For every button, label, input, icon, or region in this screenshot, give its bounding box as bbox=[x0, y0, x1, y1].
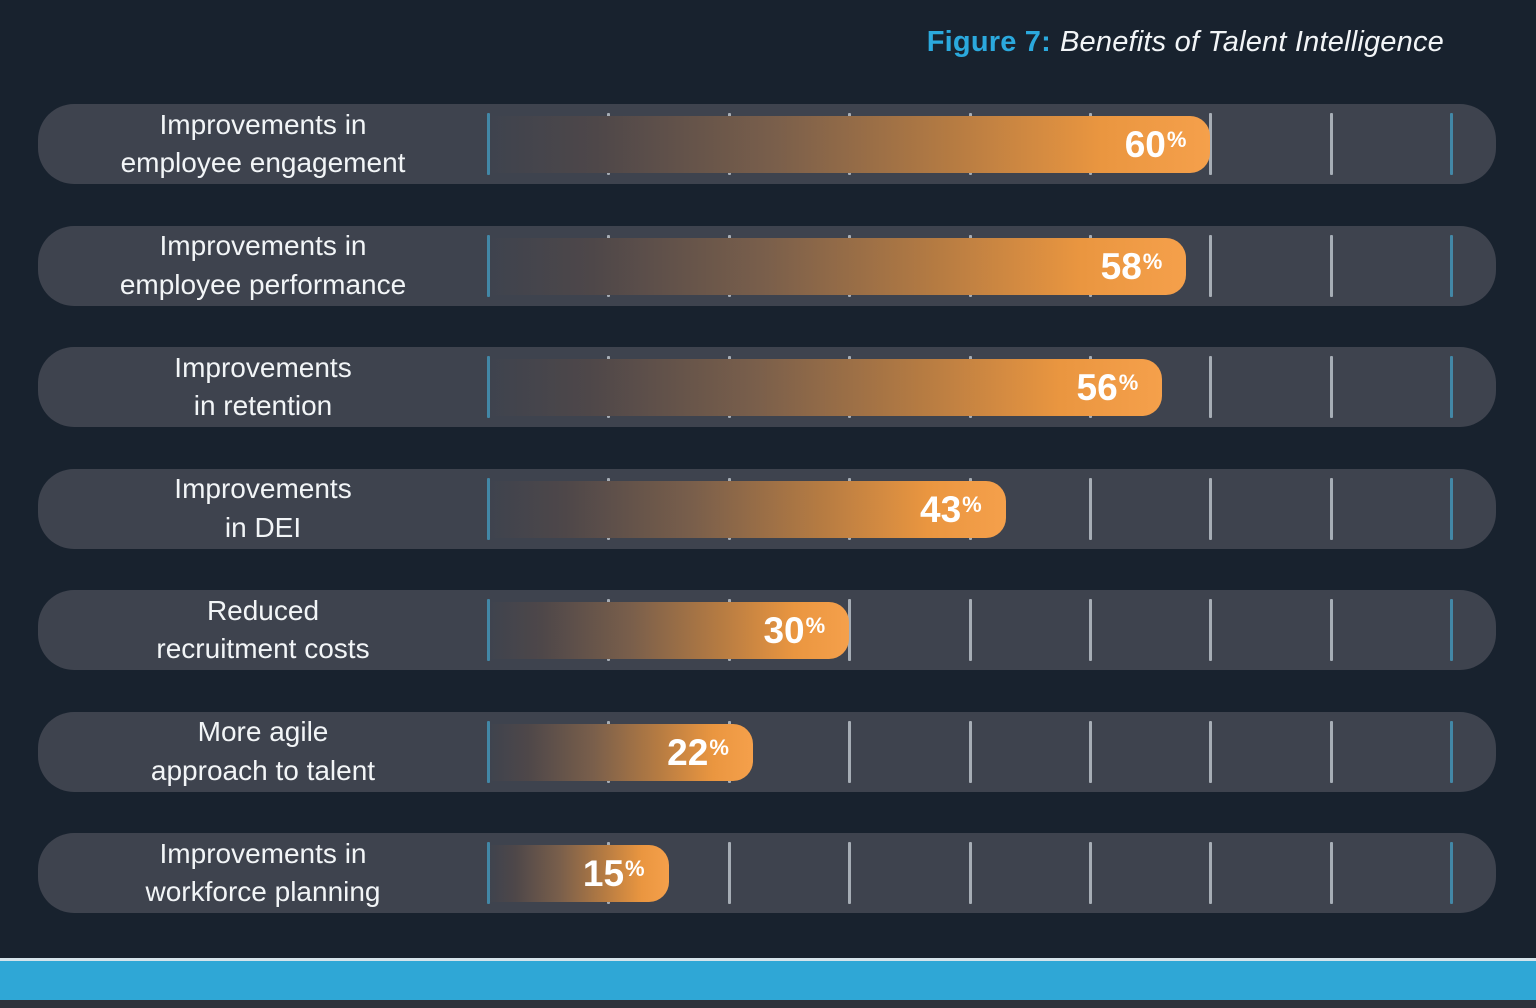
value-number: 22 bbox=[667, 731, 709, 773]
chart-row: Improvements in employee engagement 60% bbox=[38, 104, 1496, 184]
chart-row: Improvements in employee performance 58% bbox=[38, 225, 1496, 306]
figure-title: Figure 7: Benefits of Talent Intelligence bbox=[927, 26, 1444, 59]
axis-tick-30 bbox=[848, 599, 852, 661]
value-number: 56 bbox=[1076, 367, 1118, 408]
category-label: Improvements in employee performance bbox=[119, 230, 407, 300]
axis-tick-60 bbox=[1209, 720, 1213, 783]
axis-tick-60 bbox=[1209, 477, 1213, 540]
axis-tick-70 bbox=[1329, 113, 1333, 175]
value-bar: 60% bbox=[488, 116, 1211, 173]
axis-tick-60 bbox=[1209, 842, 1213, 904]
chart-row: Improvements in DEI 43% bbox=[38, 468, 1496, 549]
axis-tick-40 bbox=[968, 599, 972, 661]
axis-tick-80 bbox=[1450, 599, 1454, 661]
value-label: 58% bbox=[1101, 248, 1163, 285]
percent-sign: % bbox=[1142, 248, 1163, 274]
figure-title-text: Benefits of Talent Intelligence bbox=[1060, 26, 1444, 58]
figure-number: Figure 7: bbox=[926, 26, 1051, 58]
value-label: 43% bbox=[920, 491, 982, 528]
axis-tick-30 bbox=[848, 720, 852, 783]
value-bar: 15% bbox=[488, 845, 669, 902]
axis-tick-0 bbox=[487, 113, 490, 175]
value-number: 60 bbox=[1124, 124, 1166, 165]
percent-sign: % bbox=[805, 613, 826, 638]
percent-sign: % bbox=[1118, 370, 1139, 395]
value-label: 60% bbox=[1125, 126, 1187, 163]
category-label: Improvements in retention bbox=[174, 351, 352, 421]
axis-tick-60 bbox=[1209, 356, 1213, 418]
axis-tick-0 bbox=[487, 477, 490, 540]
bar-track: 60% bbox=[487, 104, 1496, 184]
bar-chart: Improvements in employee engagement 60% … bbox=[38, 104, 1496, 955]
axis-tick-50 bbox=[1089, 599, 1093, 661]
percent-sign: % bbox=[709, 734, 729, 760]
axis-tick-0 bbox=[487, 234, 490, 297]
bar-track: 22% bbox=[487, 712, 1496, 792]
axis-tick-70 bbox=[1329, 477, 1333, 540]
value-bar: 30% bbox=[488, 602, 850, 659]
value-number: 58 bbox=[1100, 245, 1142, 287]
chart-row: More agile approach to talent 22% bbox=[38, 711, 1496, 792]
category-label: Improvements in DEI bbox=[174, 473, 352, 543]
bar-track: 58% bbox=[487, 226, 1496, 306]
value-bar: 56% bbox=[488, 359, 1163, 416]
axis-tick-70 bbox=[1329, 599, 1333, 661]
axis-tick-0 bbox=[487, 599, 490, 661]
chart-row: Improvements in workforce planning 15% bbox=[38, 833, 1496, 913]
axis-tick-70 bbox=[1329, 356, 1333, 418]
bar-track: 56% bbox=[487, 347, 1496, 427]
value-label: 56% bbox=[1077, 369, 1139, 406]
value-number: 15 bbox=[582, 853, 625, 894]
bar-track: 30% bbox=[487, 590, 1496, 670]
bar-track: 15% bbox=[487, 833, 1496, 913]
percent-sign: % bbox=[1166, 127, 1187, 152]
value-number: 43 bbox=[920, 488, 962, 530]
value-label: 15% bbox=[583, 855, 645, 892]
axis-tick-0 bbox=[487, 356, 490, 418]
axis-tick-80 bbox=[1450, 842, 1454, 904]
axis-tick-80 bbox=[1450, 356, 1454, 418]
axis-tick-50 bbox=[1089, 477, 1093, 540]
axis-tick-80 bbox=[1450, 113, 1454, 175]
axis-tick-70 bbox=[1329, 720, 1333, 783]
axis-tick-40 bbox=[968, 720, 972, 783]
axis-tick-80 bbox=[1450, 720, 1454, 783]
bar-track: 43% bbox=[487, 469, 1496, 549]
axis-tick-30 bbox=[848, 842, 852, 904]
axis-tick-20 bbox=[727, 842, 731, 904]
axis-tick-70 bbox=[1329, 842, 1333, 904]
category-label: Improvements in employee engagement bbox=[120, 108, 406, 178]
value-bar: 22% bbox=[488, 723, 753, 781]
footer-dark-strip bbox=[0, 1000, 1536, 1008]
axis-tick-50 bbox=[1089, 720, 1093, 783]
axis-tick-60 bbox=[1209, 113, 1213, 175]
axis-tick-80 bbox=[1450, 234, 1454, 297]
value-label: 22% bbox=[667, 734, 729, 771]
value-bar: 58% bbox=[488, 237, 1187, 295]
category-label: Improvements in workforce planning bbox=[145, 837, 381, 907]
axis-tick-60 bbox=[1209, 599, 1213, 661]
axis-tick-70 bbox=[1329, 234, 1333, 297]
chart-row: Reduced recruitment costs 30% bbox=[38, 590, 1496, 670]
value-number: 30 bbox=[763, 610, 805, 651]
axis-tick-50 bbox=[1089, 842, 1093, 904]
axis-tick-0 bbox=[487, 842, 490, 904]
axis-tick-0 bbox=[487, 720, 490, 783]
value-label: 30% bbox=[763, 612, 825, 649]
footer-accent-bar bbox=[0, 961, 1536, 1000]
category-label: More agile approach to talent bbox=[150, 716, 376, 786]
category-label: Reduced recruitment costs bbox=[156, 594, 370, 664]
footer-separator-line bbox=[0, 958, 1536, 961]
axis-tick-60 bbox=[1209, 234, 1213, 297]
axis-tick-40 bbox=[968, 842, 972, 904]
percent-sign: % bbox=[625, 856, 645, 881]
chart-row: Improvements in retention 56% bbox=[38, 347, 1496, 427]
percent-sign: % bbox=[962, 491, 982, 517]
value-bar: 43% bbox=[488, 480, 1006, 538]
axis-tick-80 bbox=[1450, 477, 1454, 540]
